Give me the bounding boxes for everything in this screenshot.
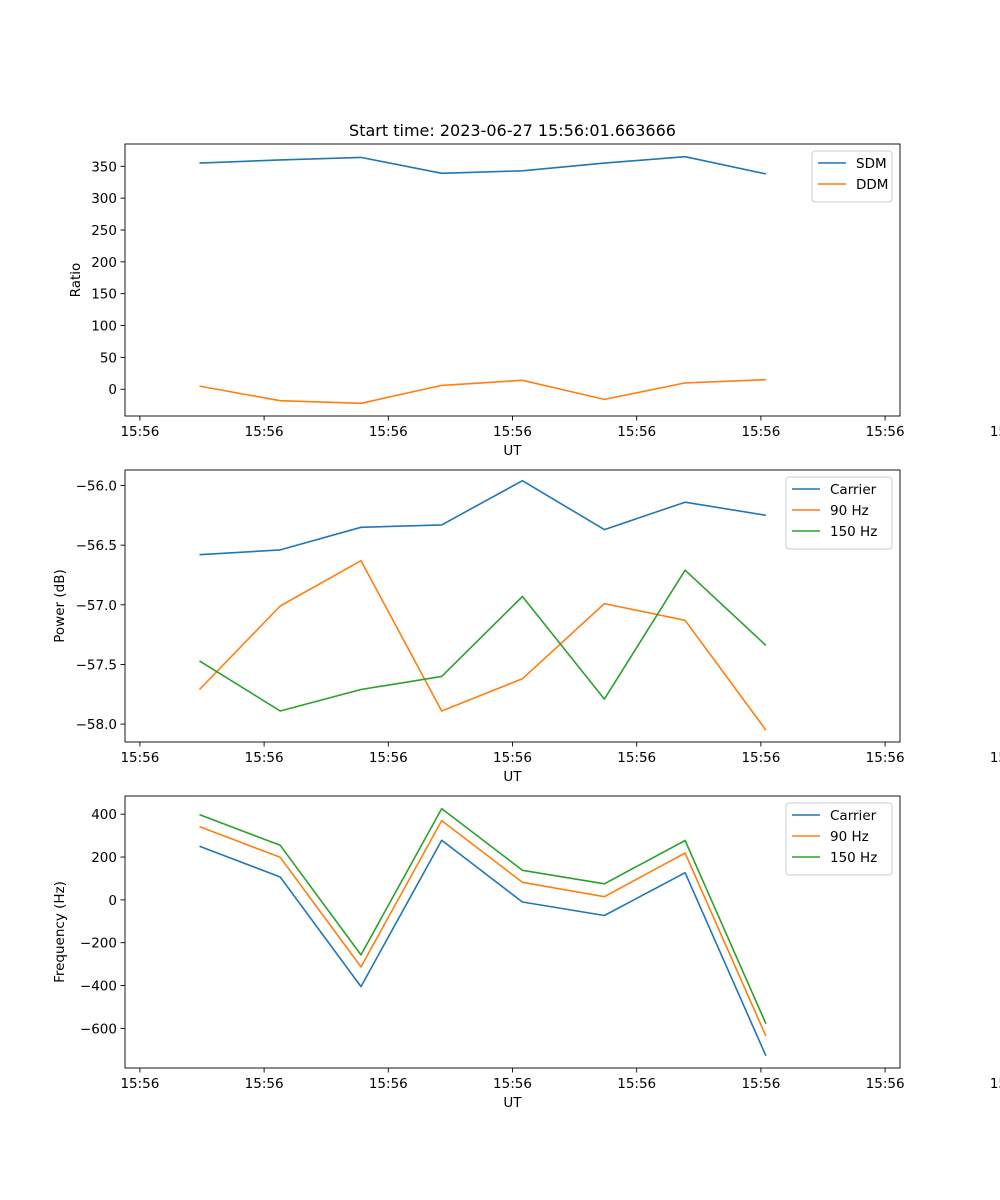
x-tick-label: 15:56 — [741, 750, 780, 766]
y-tick-label: −58.0 — [76, 717, 117, 733]
y-tick-label: 50 — [100, 350, 117, 366]
y-tick-label: 0 — [108, 382, 117, 398]
legend-label: Carrier — [830, 808, 877, 824]
x-tick-label: 15:56 — [617, 1076, 656, 1092]
series-line-carrier — [199, 839, 767, 1057]
x-tick-label: 15:56 — [245, 1076, 284, 1092]
y-tick-label: 200 — [91, 850, 117, 866]
x-axis-label: UT — [503, 443, 522, 459]
chart-panel-3: 15:56 15:56 15:56 15:56 15:56 15:56 15:56 15:57… — [52, 795, 1000, 1111]
legend-label: 150 Hz — [830, 850, 877, 866]
legend-label: 90 Hz — [830, 829, 869, 845]
y-tick-label: −200 — [80, 936, 117, 952]
legend-label: DDM — [856, 177, 888, 193]
legend: Carrier 90 Hz 150 Hz — [785, 476, 893, 550]
y-axis-label: Frequency (Hz) — [52, 881, 68, 983]
series-line-150-hz — [199, 807, 767, 1025]
x-tick-label: 15:56 — [369, 1076, 408, 1092]
x-tick-label: 15:56 — [866, 1076, 905, 1092]
x-tick-label: 15:56 — [120, 1076, 159, 1092]
x-tick-label: 15:56 — [866, 750, 905, 766]
x-tick-label: 15:56 — [369, 424, 408, 440]
y-tick-label: 400 — [91, 807, 117, 823]
y-tick-label: −56.5 — [76, 538, 117, 554]
x-tick-label: 15:56 — [120, 424, 159, 440]
legend: SDM DDM — [811, 150, 893, 203]
x-tick-label: 15:56 — [369, 750, 408, 766]
y-tick-label: 200 — [91, 255, 117, 271]
series-line-carrier — [199, 479, 767, 556]
y-tick-label: −400 — [80, 979, 117, 995]
x-tick-label: 15:56 — [617, 750, 656, 766]
x-tick-label: 15:56 — [245, 750, 284, 766]
x-tick-label: 15:57 — [990, 750, 1000, 766]
x-tick-label: 15:56 — [120, 750, 159, 766]
y-tick-label: 150 — [91, 287, 117, 303]
series-line-90-hz — [199, 819, 767, 1037]
y-tick-label: −56.0 — [76, 479, 117, 495]
y-tick-label: 100 — [91, 319, 117, 335]
series-line-sdm — [199, 155, 767, 175]
series-line-150-hz — [199, 569, 767, 712]
y-tick-label: 350 — [91, 159, 117, 175]
y-tick-label: 300 — [91, 191, 117, 207]
chart-panel-2: 15:56 15:56 15:56 15:56 15:56 15:56 15:56 15:57… — [52, 469, 1000, 785]
x-tick-label: 15:56 — [617, 424, 656, 440]
x-axis-label: UT — [503, 769, 522, 785]
y-axis-label: Power (dB) — [52, 569, 68, 642]
x-tick-label: 15:56 — [493, 1076, 532, 1092]
legend-label: 150 Hz — [830, 524, 877, 540]
legend-label: SDM — [856, 156, 887, 172]
y-axis-label: Ratio — [68, 263, 84, 298]
y-tick-label: −57.5 — [76, 657, 117, 673]
legend-label: Carrier — [830, 482, 877, 498]
x-tick-label: 15:57 — [990, 1076, 1000, 1092]
legend-label: 90 Hz — [830, 503, 869, 519]
x-tick-label: 15:56 — [741, 424, 780, 440]
x-tick-label: 15:56 — [493, 424, 532, 440]
series-line-ddm — [199, 378, 766, 405]
x-tick-label: 15:56 — [493, 750, 532, 766]
chart-panel-1: 15:56 15:56 15:56 15:56 15:56 15:56 15:56 15:57… — [68, 143, 1000, 459]
y-tick-label: 0 — [108, 893, 117, 909]
y-tick-label: −600 — [80, 1021, 117, 1037]
y-tick-label: −57.0 — [76, 598, 117, 614]
figure-title: Start time: 2023-06-27 15:56:01.663666 — [349, 121, 676, 140]
legend: Carrier 90 Hz 150 Hz — [785, 802, 893, 876]
series-line-90-hz — [198, 559, 767, 731]
x-tick-label: 15:56 — [866, 424, 905, 440]
y-tick-label: 250 — [91, 223, 117, 239]
x-axis-label: UT — [503, 1095, 522, 1111]
x-tick-label: 15:57 — [990, 424, 1000, 440]
x-tick-label: 15:56 — [245, 424, 284, 440]
x-tick-label: 15:56 — [741, 1076, 780, 1092]
